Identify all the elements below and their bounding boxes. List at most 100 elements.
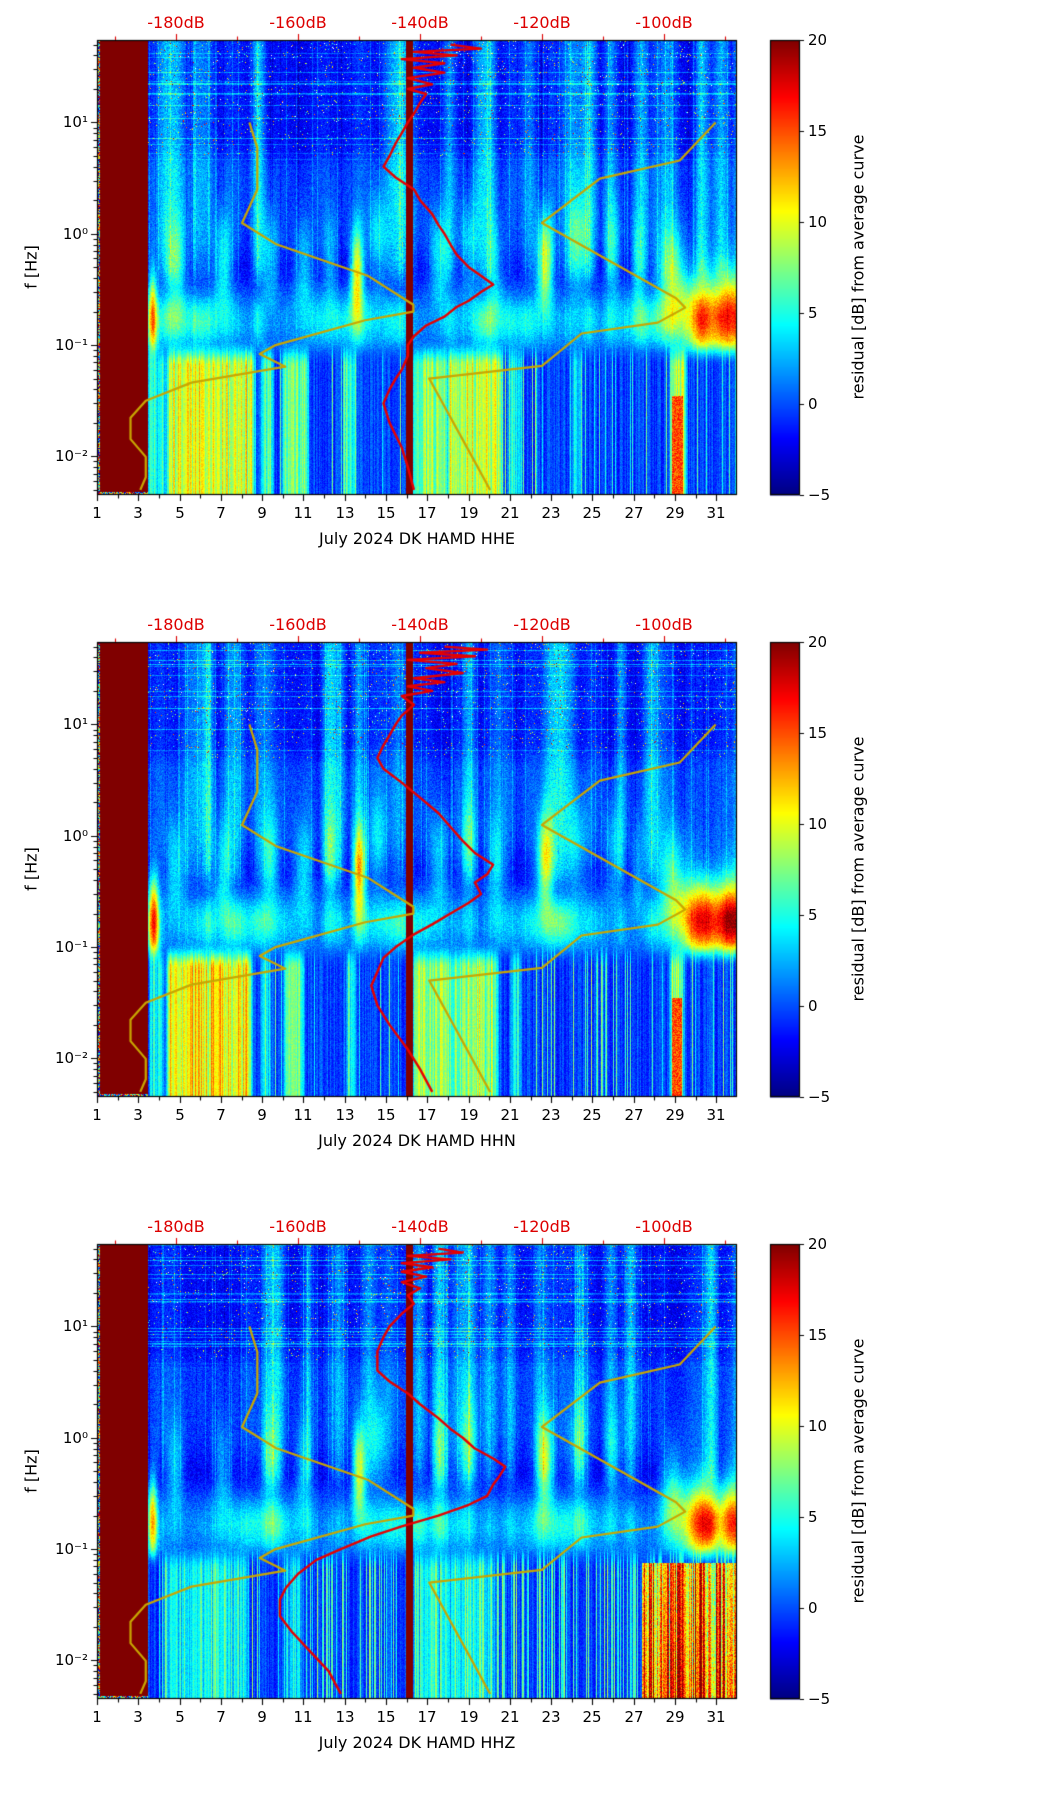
colorbar-tick-label: 20 bbox=[808, 31, 828, 49]
x-tick-label: 19 bbox=[459, 1106, 479, 1124]
colorbar-tick-label: 0 bbox=[808, 1599, 818, 1617]
x-tick-label: 25 bbox=[582, 504, 602, 522]
top-axis-tick-label: -120dB bbox=[513, 1217, 571, 1236]
spectrogram-panel-hhe: f [Hz] July 2024 DK HAMD HHE residual [d… bbox=[0, 0, 1052, 602]
x-tick-label: 15 bbox=[376, 504, 396, 522]
x-tick-label: 21 bbox=[500, 1106, 520, 1124]
x-tick-label: 5 bbox=[175, 1708, 185, 1726]
x-tick-label: 1 bbox=[92, 1106, 102, 1124]
x-tick-label: 27 bbox=[624, 1708, 644, 1726]
top-axis-tick-label: -120dB bbox=[513, 13, 571, 32]
top-axis-tick-label: -160dB bbox=[269, 13, 327, 32]
y-tick-label: 10⁰ bbox=[62, 1429, 88, 1447]
colorbar-tick-label: 0 bbox=[808, 395, 818, 413]
x-tick-label: 3 bbox=[133, 1708, 143, 1726]
x-tick-label: 7 bbox=[216, 504, 226, 522]
x-tick-label: 11 bbox=[293, 504, 313, 522]
colorbar-tick-label: 10 bbox=[808, 1417, 828, 1435]
y-tick-label: 10¹ bbox=[62, 113, 88, 131]
x-tick-label: 21 bbox=[500, 1708, 520, 1726]
y-tick-label: 10⁻¹ bbox=[54, 1540, 88, 1558]
y-tick-label: 10⁰ bbox=[62, 225, 88, 243]
x-tick-label: 19 bbox=[459, 504, 479, 522]
x-tick-label: 27 bbox=[624, 1106, 644, 1124]
x-tick-label: 1 bbox=[92, 1708, 102, 1726]
colorbar-tick-label: −5 bbox=[808, 1088, 831, 1106]
y-tick-label: 10⁻² bbox=[54, 447, 88, 465]
y-axis-label: f [Hz] bbox=[21, 847, 41, 891]
top-axis-tick-label: -180dB bbox=[147, 615, 205, 634]
x-tick-label: 1 bbox=[92, 504, 102, 522]
x-tick-label: 19 bbox=[459, 1708, 479, 1726]
x-axis-title: July 2024 DK HAMD HHN bbox=[318, 1131, 516, 1150]
top-axis-tick-label: -140dB bbox=[391, 615, 449, 634]
y-tick-label: 10⁻¹ bbox=[54, 336, 88, 354]
x-tick-label: 5 bbox=[175, 504, 185, 522]
x-tick-label: 27 bbox=[624, 504, 644, 522]
colorbar-tick-label: −5 bbox=[808, 486, 831, 504]
top-axis-tick-label: -160dB bbox=[269, 615, 327, 634]
y-tick-label: 10⁻² bbox=[54, 1651, 88, 1669]
x-tick-label: 15 bbox=[376, 1708, 396, 1726]
x-tick-label: 11 bbox=[293, 1708, 313, 1726]
top-axis-tick-label: -180dB bbox=[147, 1217, 205, 1236]
colorbar-tick-label: −5 bbox=[808, 1690, 831, 1708]
top-axis-tick-label: -140dB bbox=[391, 1217, 449, 1236]
x-tick-label: 15 bbox=[376, 1106, 396, 1124]
top-axis-tick-label: -100dB bbox=[635, 13, 693, 32]
colorbar-tick-label: 20 bbox=[808, 633, 828, 651]
colorbar-tick-label: 10 bbox=[808, 815, 828, 833]
x-tick-label: 9 bbox=[257, 1708, 267, 1726]
x-tick-label: 23 bbox=[541, 504, 561, 522]
x-tick-label: 13 bbox=[335, 1708, 355, 1726]
x-tick-label: 9 bbox=[257, 504, 267, 522]
x-tick-label: 13 bbox=[335, 504, 355, 522]
y-axis-label: f [Hz] bbox=[21, 245, 41, 289]
y-axis-label: f [Hz] bbox=[21, 1449, 41, 1493]
top-axis-tick-label: -160dB bbox=[269, 1217, 327, 1236]
spectrogram-panel-hhn: f [Hz] July 2024 DK HAMD HHN residual [d… bbox=[0, 602, 1052, 1204]
colorbar-tick-label: 10 bbox=[808, 213, 828, 231]
x-tick-label: 17 bbox=[417, 1106, 437, 1124]
colorbar-tick-label: 5 bbox=[808, 906, 818, 924]
x-tick-label: 31 bbox=[706, 1708, 726, 1726]
colorbar-label: residual [dB] from average curve bbox=[848, 736, 868, 1002]
x-axis-title: July 2024 DK HAMD HHZ bbox=[318, 1733, 516, 1752]
x-tick-label: 31 bbox=[706, 1106, 726, 1124]
x-tick-label: 17 bbox=[417, 504, 437, 522]
x-tick-label: 25 bbox=[582, 1708, 602, 1726]
colorbar-tick-label: 15 bbox=[808, 1326, 828, 1344]
x-tick-label: 17 bbox=[417, 1708, 437, 1726]
x-tick-label: 13 bbox=[335, 1106, 355, 1124]
spectrogram-panel-hhz: f [Hz] July 2024 DK HAMD HHZ residual [d… bbox=[0, 1204, 1052, 1806]
x-axis-title: July 2024 DK HAMD HHE bbox=[319, 529, 515, 548]
spectrogram-canvas-hhn bbox=[0, 602, 1052, 1204]
y-tick-label: 10⁻² bbox=[54, 1049, 88, 1067]
colorbar-tick-label: 20 bbox=[808, 1235, 828, 1253]
x-tick-label: 31 bbox=[706, 504, 726, 522]
colorbar-label: residual [dB] from average curve bbox=[848, 134, 868, 400]
colorbar-tick-label: 0 bbox=[808, 997, 818, 1015]
x-tick-label: 7 bbox=[216, 1708, 226, 1726]
x-tick-label: 3 bbox=[133, 1106, 143, 1124]
x-tick-label: 29 bbox=[665, 504, 685, 522]
x-tick-label: 7 bbox=[216, 1106, 226, 1124]
colorbar-tick-label: 5 bbox=[808, 304, 818, 322]
x-tick-label: 11 bbox=[293, 1106, 313, 1124]
x-tick-label: 23 bbox=[541, 1708, 561, 1726]
y-tick-label: 10¹ bbox=[62, 1317, 88, 1335]
top-axis-tick-label: -120dB bbox=[513, 615, 571, 634]
colorbar-tick-label: 5 bbox=[808, 1508, 818, 1526]
colorbar-label: residual [dB] from average curve bbox=[848, 1338, 868, 1604]
x-tick-label: 21 bbox=[500, 504, 520, 522]
x-tick-label: 3 bbox=[133, 504, 143, 522]
x-tick-label: 25 bbox=[582, 1106, 602, 1124]
colorbar-tick-label: 15 bbox=[808, 724, 828, 742]
top-axis-tick-label: -100dB bbox=[635, 1217, 693, 1236]
x-tick-label: 29 bbox=[665, 1106, 685, 1124]
x-tick-label: 23 bbox=[541, 1106, 561, 1124]
x-tick-label: 5 bbox=[175, 1106, 185, 1124]
spectrogram-canvas-hhe bbox=[0, 0, 1052, 602]
y-tick-label: 10¹ bbox=[62, 715, 88, 733]
